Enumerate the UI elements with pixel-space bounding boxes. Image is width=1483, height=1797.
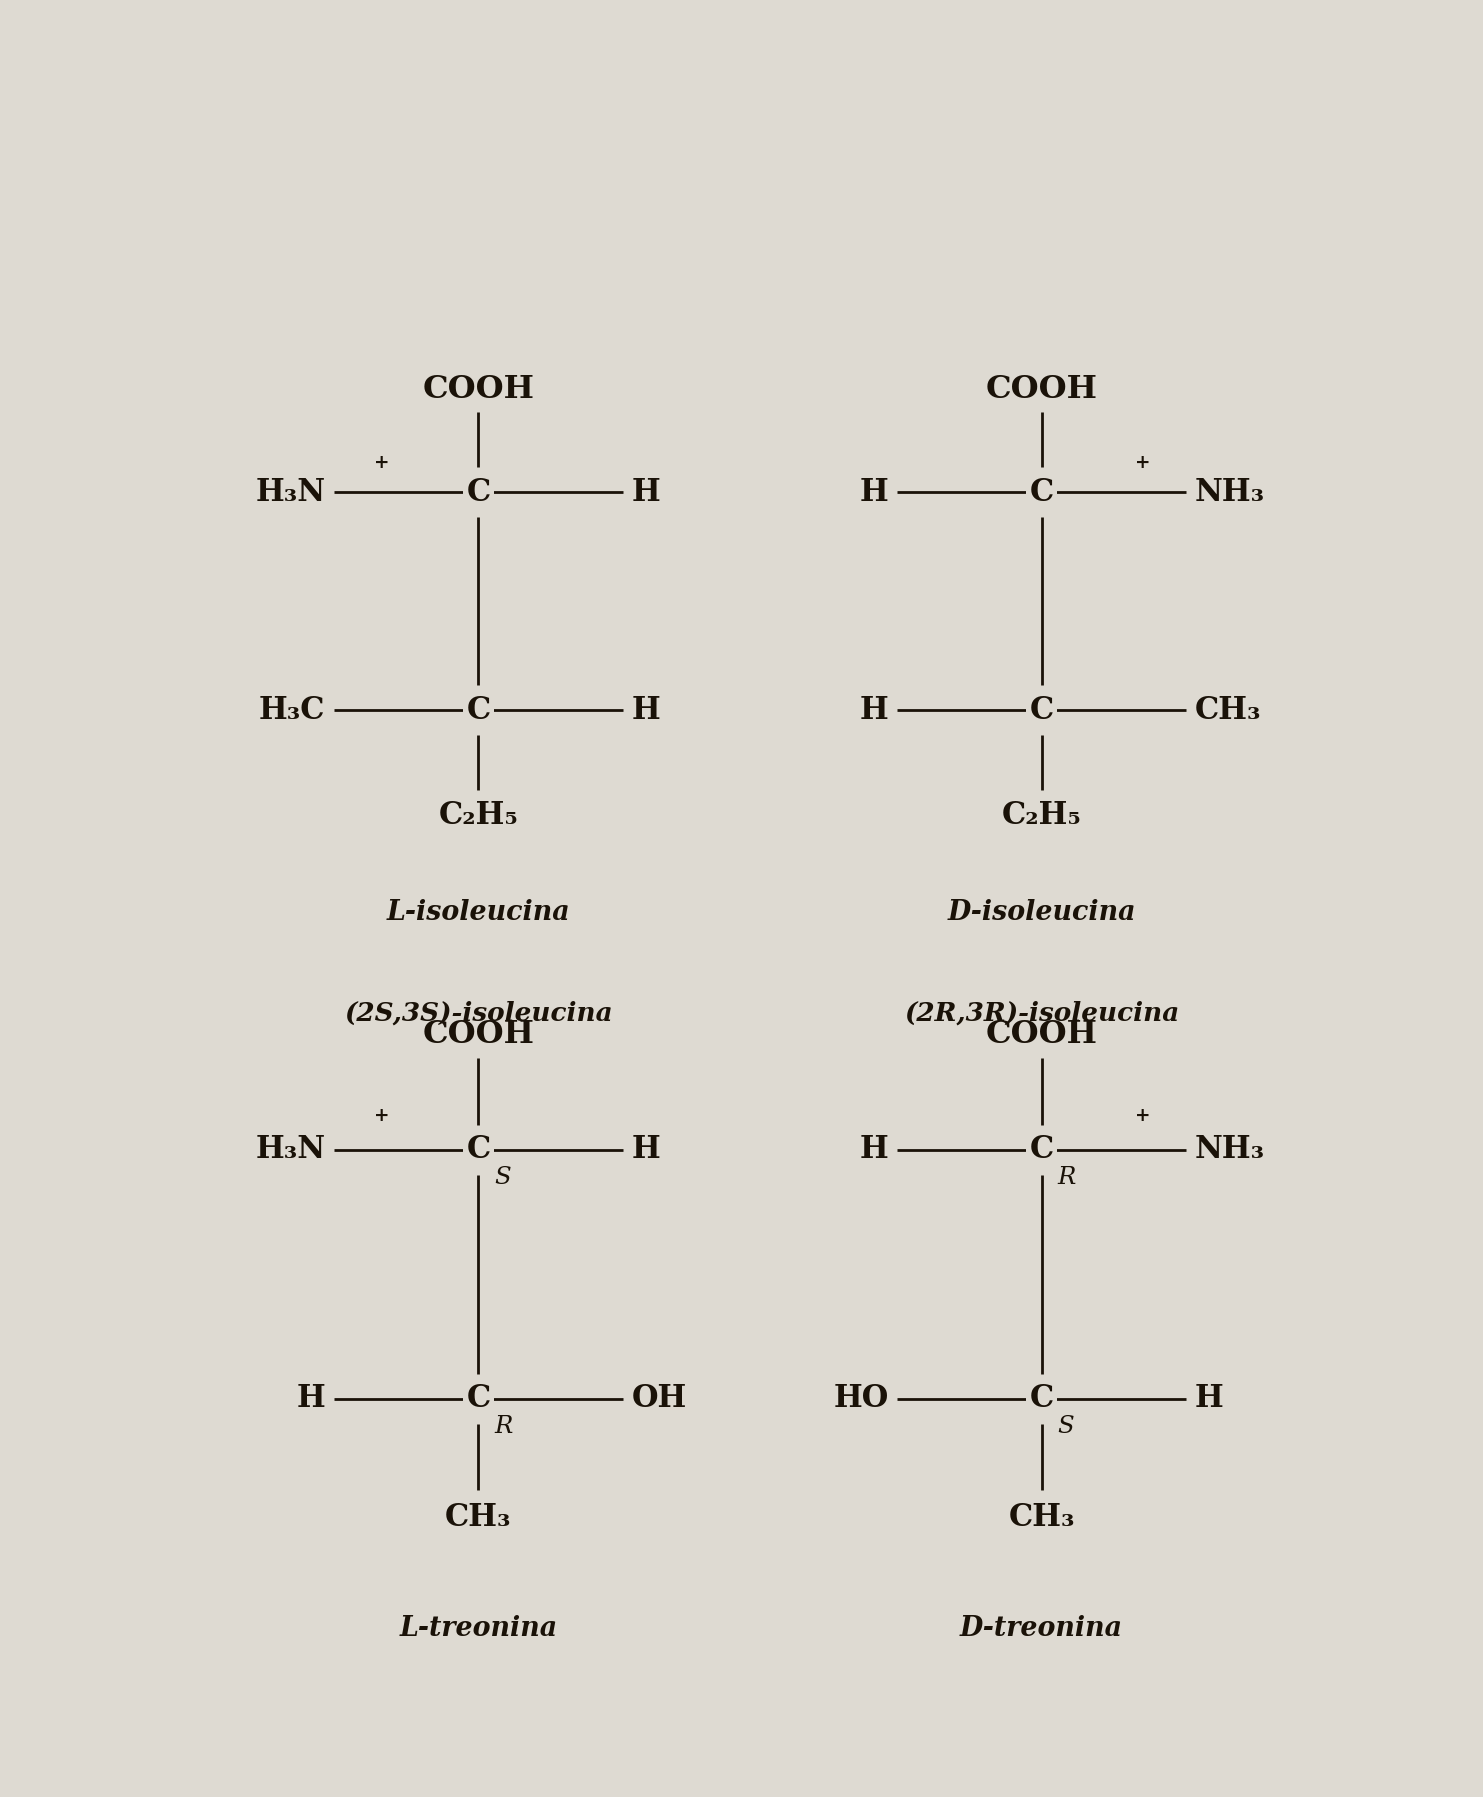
Text: C: C (1029, 1134, 1054, 1164)
Text: CH₃: CH₃ (1008, 1502, 1075, 1533)
Text: +: + (1136, 1107, 1151, 1125)
Text: C: C (466, 1384, 491, 1414)
Text: C: C (1029, 695, 1054, 726)
Text: +: + (374, 1107, 390, 1125)
Text: C: C (1029, 1384, 1054, 1414)
Text: R: R (494, 1416, 513, 1438)
Text: C₂H₅: C₂H₅ (1001, 800, 1081, 832)
Text: CH₃: CH₃ (1194, 695, 1261, 726)
Text: COOH: COOH (986, 1019, 1097, 1049)
Text: COOH: COOH (986, 374, 1097, 404)
Text: H₃N: H₃N (255, 476, 326, 509)
Text: C₂H₅: C₂H₅ (439, 800, 519, 832)
Text: H₃N: H₃N (255, 1134, 326, 1164)
Text: COOH: COOH (423, 374, 534, 404)
Text: (2R,3R)-isoleucina: (2R,3R)-isoleucina (905, 1001, 1179, 1026)
Text: C: C (466, 695, 491, 726)
Text: C: C (1029, 476, 1054, 509)
Text: H: H (860, 695, 888, 726)
Text: L-treonina: L-treonina (399, 1614, 558, 1641)
Text: COOH: COOH (423, 1019, 534, 1049)
Text: H: H (1194, 1384, 1223, 1414)
Text: +: + (374, 455, 390, 473)
Text: H₃C: H₃C (260, 695, 326, 726)
Text: C: C (466, 1134, 491, 1164)
Text: (2S,3S)-isoleucina: (2S,3S)-isoleucina (344, 1001, 612, 1026)
Text: H: H (632, 1134, 660, 1164)
Text: L-isoleucina: L-isoleucina (387, 898, 571, 925)
Text: H: H (632, 695, 660, 726)
Text: H: H (632, 476, 660, 509)
Text: NH₃: NH₃ (1194, 1134, 1265, 1164)
Text: S: S (494, 1166, 512, 1190)
Text: C: C (466, 476, 491, 509)
Text: R: R (1057, 1166, 1077, 1190)
Text: NH₃: NH₃ (1194, 476, 1265, 509)
Text: H: H (297, 1384, 326, 1414)
Text: HO: HO (833, 1384, 888, 1414)
Text: +: + (1136, 455, 1151, 473)
Text: H: H (860, 476, 888, 509)
Text: D-isoleucina: D-isoleucina (948, 898, 1136, 925)
Text: CH₃: CH₃ (445, 1502, 512, 1533)
Text: D-treonina: D-treonina (960, 1614, 1123, 1641)
Text: OH: OH (632, 1384, 687, 1414)
Text: H: H (860, 1134, 888, 1164)
Text: S: S (1057, 1416, 1075, 1438)
